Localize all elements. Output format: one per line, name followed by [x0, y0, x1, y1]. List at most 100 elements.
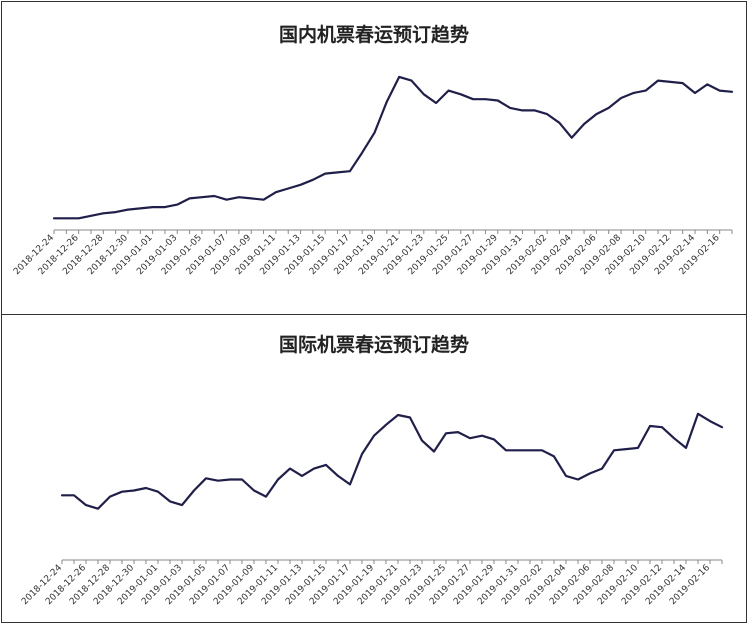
international-data-point [649, 424, 652, 427]
international-data-point [289, 467, 292, 470]
domestic-data-point [459, 93, 462, 96]
international-data-point [73, 494, 76, 497]
international-data-point [469, 437, 472, 440]
domestic-data-point [657, 79, 660, 82]
international-data-point [577, 478, 580, 481]
international-series-line [60, 412, 724, 510]
international-data-point [193, 489, 196, 492]
domestic-data-point [718, 89, 721, 92]
domestic-data-point [410, 79, 413, 82]
international-data-point [265, 495, 268, 498]
international-data-point [157, 490, 160, 493]
international-data-point [709, 420, 712, 423]
domestic-data-point [77, 217, 80, 220]
domestic-data-point [213, 194, 216, 197]
domestic-data-point [509, 106, 512, 109]
domestic-data-point [373, 131, 376, 134]
international-data-point [277, 478, 280, 481]
domestic-data-point [422, 93, 425, 96]
international-data-point [421, 439, 424, 442]
international-data-point [529, 449, 532, 452]
international-data-point [253, 489, 256, 492]
international-data-point [685, 446, 688, 449]
domestic-data-point [607, 106, 610, 109]
domestic-data-point [447, 89, 450, 92]
international-data-point [169, 500, 172, 503]
international-data-point [133, 489, 136, 492]
domestic-data-point [521, 109, 524, 112]
domestic-data-point [102, 212, 105, 215]
international-chart-panel: 国际机票春运预订趋势 2018-12-24 2018-12-26 2018-12-2… [2, 316, 746, 623]
international-data-point [313, 467, 316, 470]
international-data-point [229, 478, 232, 481]
domestic-data-point [385, 100, 388, 103]
domestic-data-point [632, 92, 635, 95]
domestic-chart-title: 国内机票春运预订趋势 [278, 24, 469, 46]
domestic-data-point [163, 206, 166, 209]
domestic-data-point [694, 92, 697, 95]
domestic-data-point [287, 187, 290, 190]
international-data-point [517, 449, 520, 452]
domestic-data-point [361, 151, 364, 154]
international-data-point [361, 452, 364, 455]
international-data-point [301, 474, 304, 477]
international-data-point [457, 431, 460, 434]
international-data-point [565, 474, 568, 477]
domestic-chart-plot: 2018-12-242018-12-262018-12-282018-12-30… [12, 75, 734, 277]
international-data-point [601, 467, 604, 470]
domestic-data-point [669, 80, 672, 83]
domestic-data-point [89, 214, 92, 217]
international-data-point [397, 414, 400, 417]
international-data-point [97, 507, 100, 510]
domestic-data-point [311, 178, 314, 181]
international-data-point [145, 487, 148, 490]
domestic-data-point [620, 97, 623, 100]
domestic-data-point [151, 206, 154, 209]
international-data-point [85, 504, 88, 507]
domestic-data-point [274, 191, 277, 194]
domestic-data-point [299, 183, 302, 186]
domestic-data-point [472, 98, 475, 101]
domestic-data-point [484, 98, 487, 101]
domestic-data-point [250, 197, 253, 200]
domestic-data-point [237, 196, 240, 199]
domestic-data-point [435, 101, 438, 104]
domestic-data-point [114, 211, 117, 214]
domestic-data-point [731, 90, 734, 93]
domestic-series-line [52, 75, 734, 220]
international-data-point [109, 495, 112, 498]
domestic-data-point [595, 113, 598, 116]
international-data-point [505, 449, 508, 452]
domestic-data-point [126, 208, 129, 211]
international-data-point [217, 479, 220, 482]
domestic-data-point [570, 136, 573, 139]
international-data-point [493, 438, 496, 441]
international-data-point [481, 434, 484, 437]
international-data-point [121, 490, 124, 493]
panel-divider [1, 314, 747, 315]
domestic-data-point [139, 207, 142, 210]
international-data-point [181, 504, 184, 507]
domestic-data-point [533, 109, 536, 112]
international-data-point [241, 478, 244, 481]
domestic-data-point [262, 198, 265, 201]
international-data-point [637, 446, 640, 449]
international-chart-title: 国际机票春运预订趋势 [278, 334, 469, 356]
international-data-point [385, 423, 388, 426]
domestic-data-point [336, 171, 339, 174]
international-data-point [61, 494, 64, 497]
international-chart-plot: 2018-12-242018-12-262018-12-282018-12-30… [20, 412, 724, 607]
international-data-point [349, 483, 352, 486]
domestic-data-point [681, 82, 684, 85]
international-data-point [661, 426, 664, 429]
international-data-point [433, 450, 436, 453]
international-data-point [613, 449, 616, 452]
domestic-data-point [706, 83, 709, 86]
domestic-data-point [546, 113, 549, 116]
domestic-data-point [324, 172, 327, 175]
international-data-point [673, 437, 676, 440]
domestic-data-point [53, 217, 56, 220]
domestic-data-point [65, 217, 68, 220]
domestic-data-point [188, 197, 191, 200]
